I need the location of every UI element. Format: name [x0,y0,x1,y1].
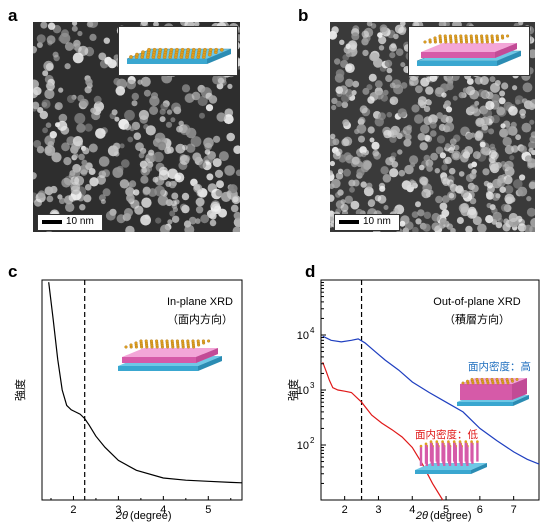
y-tick-label-d: 10 [297,330,309,342]
x-tick-label-c: 4 [160,504,166,516]
x-tick-label-c: 3 [115,504,121,516]
annotation-subtitle-c: （面内方向） [167,312,233,326]
legend-label-low-density: 面内密度：低 [415,428,478,441]
y-tick-label-d: 10 [297,440,309,452]
y-tick-label-d: 10 [297,385,309,397]
panel-label-a: a [8,6,18,25]
scale-bar-label-b: 10 nm [363,216,391,227]
x-tick-label-d: 3 [375,504,381,516]
inset-schematic-a [118,26,238,76]
y-axis-label-d: 強度 [286,379,300,401]
scale-bar-box-a: 10 nm [37,214,103,231]
y-tick-exponent-d: 4 [310,326,315,335]
scale-bar-label-a: 10 nm [66,216,94,227]
x-tick-label-d: 5 [443,504,449,516]
y-tick-exponent-d: 2 [310,436,315,445]
legend-label-high-density: 面内密度：高 [468,360,531,373]
x-tick-label-d: 6 [477,504,483,516]
stack-schematic-icon-c [118,339,222,371]
series-line-high-density [322,335,540,465]
x-ticks-c: 2 3 4 5 [50,496,232,516]
sparse-stack-schematic-icon [415,440,487,474]
scale-bar-a [42,220,62,224]
x-tick-label-c: 2 [70,504,76,516]
panel-label-b: b [298,6,309,25]
substrate-with-dense-layer-icon [416,34,522,66]
x-tick-label-d: 4 [409,504,415,516]
panel-label-c: c [8,262,18,281]
x-axis-label-c: 2θ (degree) [115,510,172,522]
x-tick-label-d: 7 [511,504,517,516]
annotation-subtitle-d: （積層方向） [444,312,510,326]
y-tick-exponent-d: 3 [310,381,315,390]
annotation-title-c: In-plane XRD [167,296,233,308]
x-axis-unit-c: (degree) [130,510,172,522]
x-axis-symbol-d: 2θ [415,510,428,522]
x-tick-label-d: 2 [342,504,348,516]
micrograph-b: 10 nm [325,20,540,235]
x-axis-label-d: 2θ (degree) [415,510,472,522]
scale-bar-box-b: 10 nm [334,214,400,231]
inset-schematic-b [408,26,530,76]
micrograph-a: 10 nm [28,17,244,236]
x-axis-symbol-c: 2θ [115,510,128,522]
y-axis-label-c: 強度 [13,379,27,401]
scale-bar-b [339,220,359,224]
chart-in-plane-xrd: 2 3 4 5 In-plane XRD （面内方向） 強度 2θ (degree) [13,279,243,522]
x-tick-label-c: 5 [205,504,211,516]
series-line-c [48,282,243,484]
x-axis-unit-d: (degree) [430,510,472,522]
plot-frame-c [41,279,243,501]
series-line-low-density [322,361,444,501]
annotation-title-d: Out-of-plane XRD [433,296,520,308]
panel-label-d: d [305,262,316,281]
substrate-with-particles-icon [126,47,232,64]
dense-stack-schematic-icon [457,377,529,406]
x-ticks-d: 2 3 4 5 6 7 [342,496,517,516]
